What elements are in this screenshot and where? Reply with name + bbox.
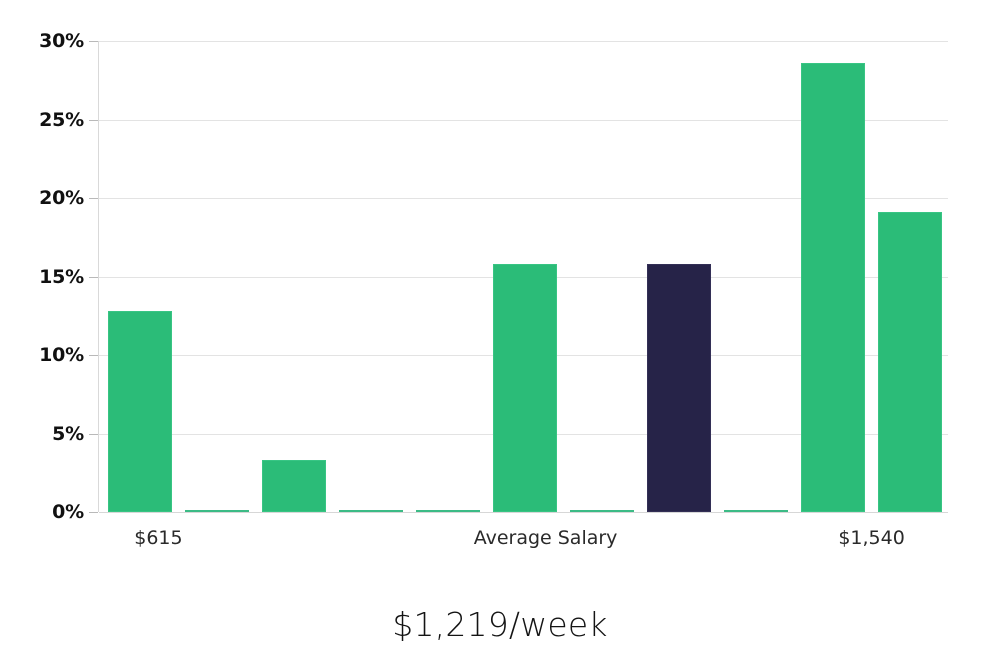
gridline-20: [99, 198, 948, 199]
gridline-0: [99, 512, 948, 513]
y-tick-label: 5%: [52, 422, 84, 445]
y-tick-label: 0%: [52, 501, 84, 523]
gridline-30: [99, 41, 948, 42]
y-tick-mark: [89, 119, 98, 121]
y-tick-label: 25%: [39, 108, 84, 131]
bar[interactable]: [647, 263, 711, 512]
chart-caption: $1,219/week: [392, 605, 608, 644]
x-tick-label: $615: [134, 527, 183, 549]
x-tick-label: $1,540: [838, 527, 905, 549]
bar[interactable]: [339, 510, 403, 512]
bar[interactable]: [416, 510, 480, 512]
y-tick-label: 30%: [39, 30, 84, 52]
gridline-25: [99, 119, 948, 121]
y-tick-label: 10%: [39, 344, 84, 366]
y-tick-mark: [89, 355, 98, 356]
y-axis-labels: 0% 5% 10% 15% 20% 25% 30%: [0, 0, 84, 660]
y-tick-label: 15%: [39, 265, 84, 288]
y-axis-spine: [98, 41, 99, 512]
y-tick-mark: [89, 41, 98, 42]
bar[interactable]: [801, 62, 865, 512]
bar[interactable]: [185, 510, 249, 512]
bars-layer: [99, 41, 948, 512]
x-tick-label: Average Salary: [473, 527, 618, 549]
y-tick-label: 20%: [39, 187, 84, 209]
bar[interactable]: [570, 510, 634, 512]
bar[interactable]: [493, 263, 557, 512]
bar[interactable]: [724, 510, 788, 512]
x-axis-labels: $615 Average Salary $1,540: [0, 527, 1000, 561]
y-tick-mark: [89, 433, 98, 435]
bar[interactable]: [108, 311, 172, 512]
bar[interactable]: [878, 212, 942, 512]
plot-area: [99, 41, 948, 513]
y-tick-mark: [89, 276, 98, 278]
bar[interactable]: [262, 460, 326, 512]
y-tick-mark: [89, 198, 98, 199]
y-tick-mark: [89, 512, 98, 513]
